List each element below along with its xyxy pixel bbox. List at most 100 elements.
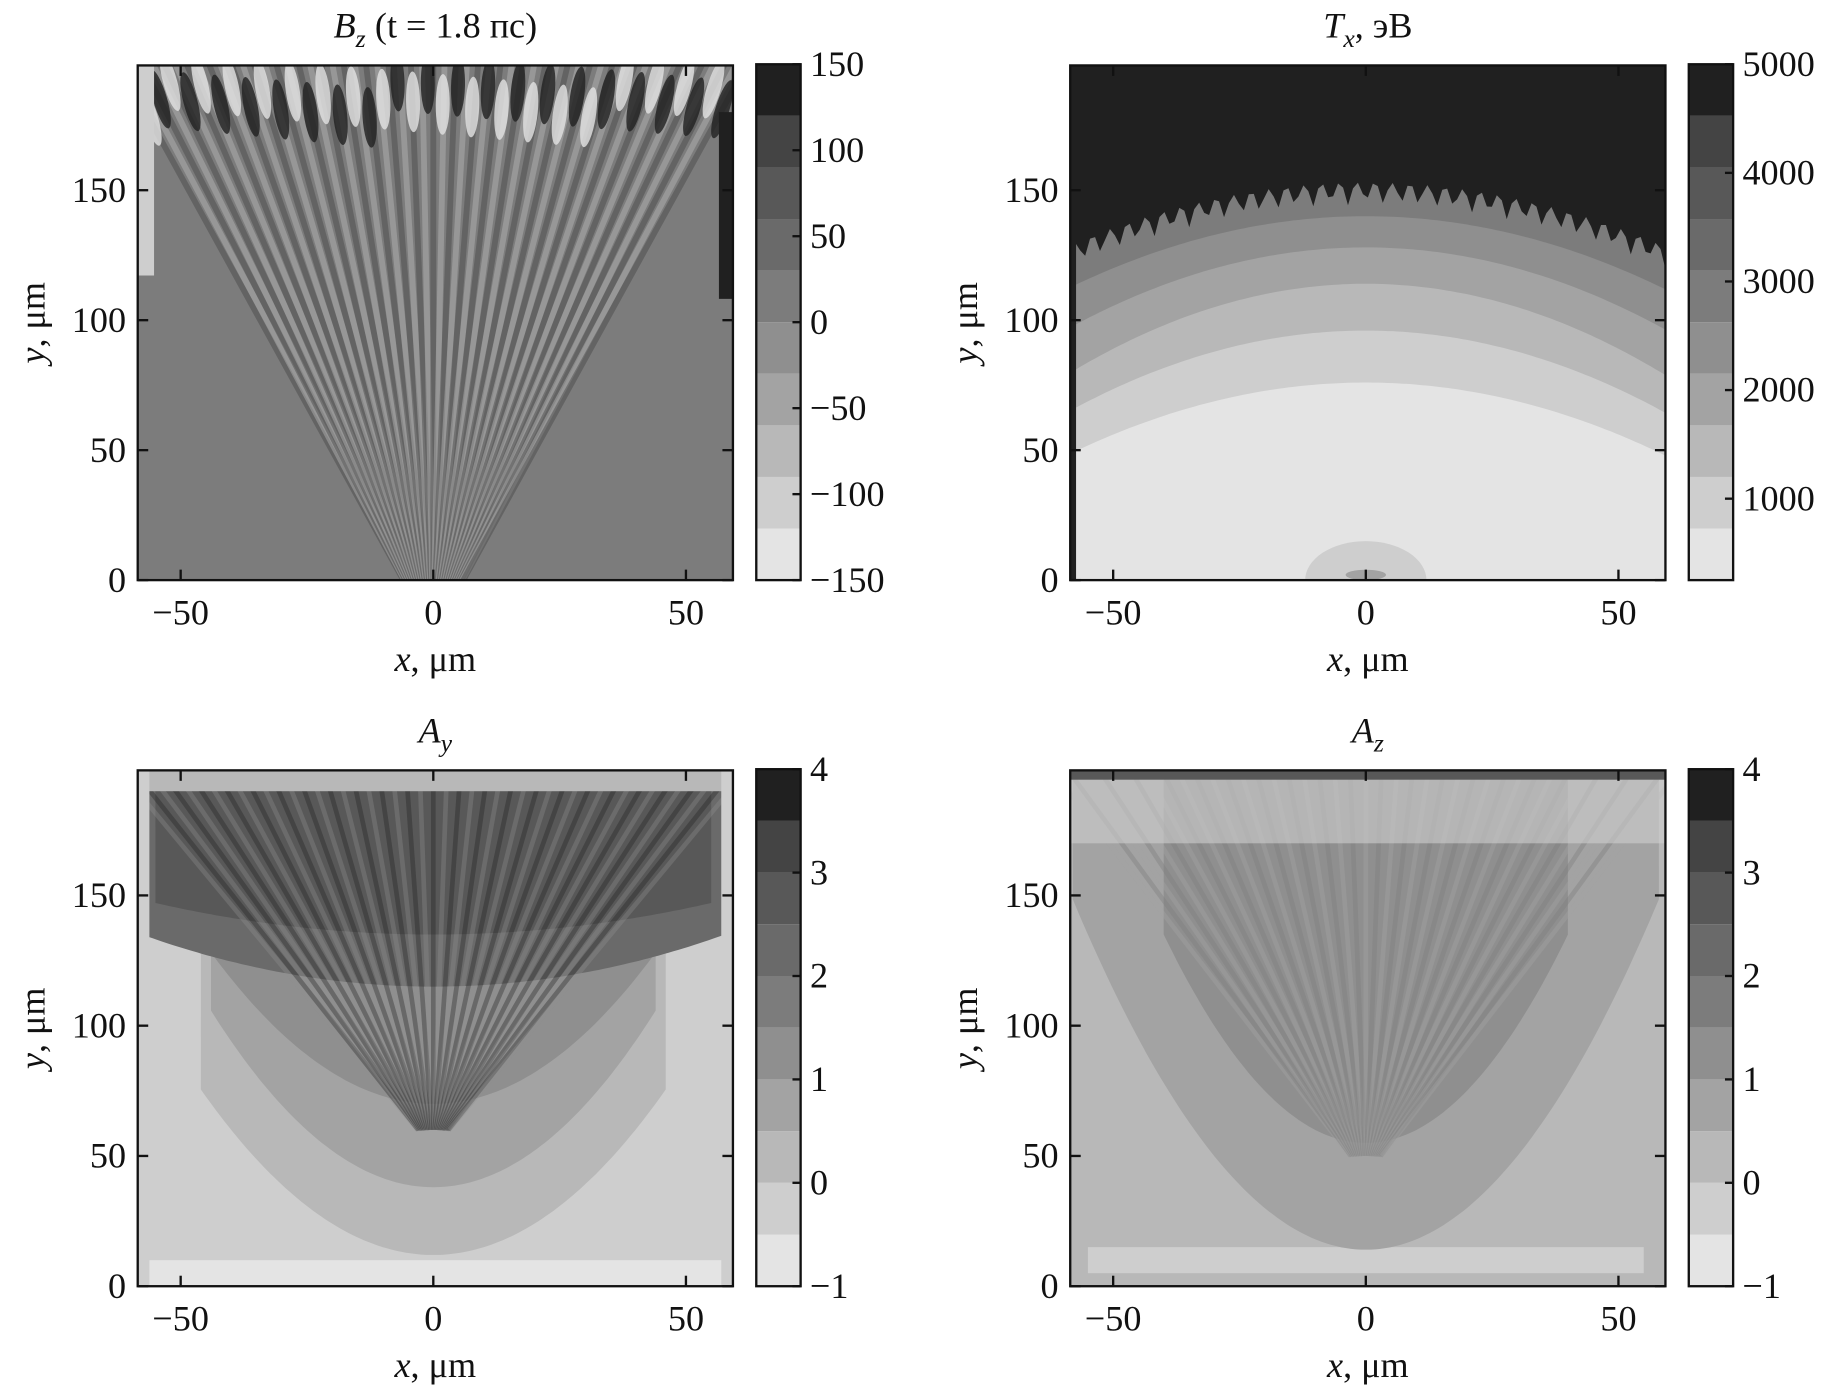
field-streak bbox=[217, 65, 417, 581]
field-streak bbox=[436, 65, 504, 581]
colorbar-band bbox=[1688, 1131, 1734, 1183]
field-edge bbox=[1070, 65, 1077, 581]
field-streak bbox=[213, 770, 425, 1132]
y-tick-label: 0 bbox=[108, 560, 126, 600]
field-top bbox=[1070, 770, 1666, 844]
field-streak bbox=[186, 770, 424, 1132]
field-streak bbox=[455, 65, 705, 581]
field-texture bbox=[137, 65, 733, 581]
colorbar-band bbox=[756, 167, 801, 220]
colorbar-tick-label: 150 bbox=[810, 44, 864, 84]
field-edge bbox=[721, 770, 733, 1287]
field-streak bbox=[445, 770, 722, 1132]
field-edge bbox=[718, 112, 733, 299]
x-tick-label: 0 bbox=[424, 592, 442, 632]
field-blob bbox=[159, 65, 181, 112]
field-region bbox=[155, 770, 712, 935]
colorbar-band bbox=[756, 322, 801, 374]
field-streak bbox=[195, 65, 414, 581]
colorbar-band bbox=[756, 64, 801, 116]
colorbar-band bbox=[1688, 924, 1734, 977]
colorbar-band bbox=[756, 1234, 801, 1287]
field-streak bbox=[281, 770, 428, 1131]
field-bottom bbox=[137, 1260, 733, 1287]
field-blob bbox=[362, 87, 377, 148]
colorbar-tick-label: 1000 bbox=[1742, 478, 1814, 518]
field-blob bbox=[450, 65, 466, 117]
field-blob bbox=[180, 72, 201, 132]
colorbar-band bbox=[756, 976, 801, 1028]
field-streak bbox=[459, 84, 733, 581]
field-blob bbox=[702, 65, 725, 119]
colorbar-tick-label: 0 bbox=[1742, 1162, 1760, 1202]
colorbar-tick-label: −50 bbox=[810, 388, 867, 428]
field-streak bbox=[206, 65, 416, 581]
field-streak bbox=[435, 770, 531, 1131]
label-text: , μm bbox=[411, 639, 477, 679]
colorbar-band bbox=[756, 425, 801, 477]
field-region bbox=[1163, 770, 1568, 1143]
field-blob bbox=[711, 80, 733, 139]
y-tick-label: 50 bbox=[90, 1136, 126, 1176]
colorbar-band bbox=[756, 924, 801, 977]
plot-frame bbox=[1069, 769, 1667, 1288]
field-streak bbox=[294, 770, 429, 1131]
symbol: A bbox=[1350, 710, 1375, 750]
colorbar-tick-label: −1 bbox=[1742, 1266, 1780, 1306]
label-text: , μm bbox=[1343, 639, 1409, 679]
colorbar-tick-label: 0 bbox=[810, 302, 828, 342]
colorbar-band bbox=[1688, 1027, 1734, 1080]
field-streak bbox=[226, 770, 426, 1132]
label-text: , μm bbox=[12, 282, 52, 348]
field-streak bbox=[452, 65, 671, 581]
field-streak bbox=[262, 65, 421, 581]
field-streak bbox=[440, 770, 627, 1131]
colorbar-band bbox=[756, 872, 801, 925]
field-streak bbox=[442, 770, 654, 1132]
field-streak bbox=[437, 770, 559, 1131]
colorbar-tick-label: 100 bbox=[810, 130, 864, 170]
field-streak bbox=[308, 770, 430, 1131]
field-blob bbox=[149, 70, 171, 129]
field-streak bbox=[137, 71, 408, 581]
field-streak bbox=[434, 770, 504, 1131]
symbol: y bbox=[12, 347, 52, 368]
field-bg bbox=[137, 65, 733, 581]
field-streak bbox=[441, 65, 549, 581]
plot-frame bbox=[136, 64, 735, 582]
field-texture bbox=[1070, 65, 1666, 581]
field-streak bbox=[137, 771, 421, 1132]
y-tick-label: 100 bbox=[1004, 1005, 1058, 1045]
y-tick-label: 150 bbox=[1004, 875, 1058, 915]
symbol: x bbox=[393, 639, 410, 679]
y-tick-label: 100 bbox=[72, 1005, 126, 1045]
symbol: y bbox=[12, 1052, 52, 1073]
plot-frame bbox=[136, 769, 735, 1288]
label-text: , эВ bbox=[1355, 5, 1413, 45]
subscript: y bbox=[438, 729, 453, 758]
field-streak bbox=[436, 770, 545, 1131]
field-blob bbox=[315, 65, 331, 125]
x-tick-label: −50 bbox=[152, 1299, 209, 1339]
field-streak bbox=[445, 65, 593, 581]
field-blob bbox=[302, 82, 319, 143]
field-streak bbox=[251, 65, 420, 581]
field-streak bbox=[446, 770, 733, 1132]
colorbar-band bbox=[1688, 872, 1734, 925]
field-streak bbox=[453, 65, 683, 581]
label-text: , μm bbox=[12, 987, 52, 1053]
field-bottom bbox=[1087, 1247, 1644, 1274]
colorbar-band bbox=[1688, 528, 1734, 581]
field-streak bbox=[137, 788, 420, 1132]
colorbar-band bbox=[756, 528, 801, 581]
y-tick-label: 100 bbox=[1004, 300, 1058, 340]
field-blob bbox=[406, 71, 421, 133]
field-streak bbox=[285, 65, 423, 581]
colorbar-tick-label: −150 bbox=[810, 560, 885, 600]
field-blob bbox=[253, 65, 272, 119]
colorbar-band bbox=[1688, 820, 1734, 873]
field-streak bbox=[184, 65, 413, 581]
field-streak bbox=[145, 770, 421, 1132]
y-tick-label: 0 bbox=[1040, 1266, 1058, 1306]
field-blob bbox=[284, 65, 302, 122]
